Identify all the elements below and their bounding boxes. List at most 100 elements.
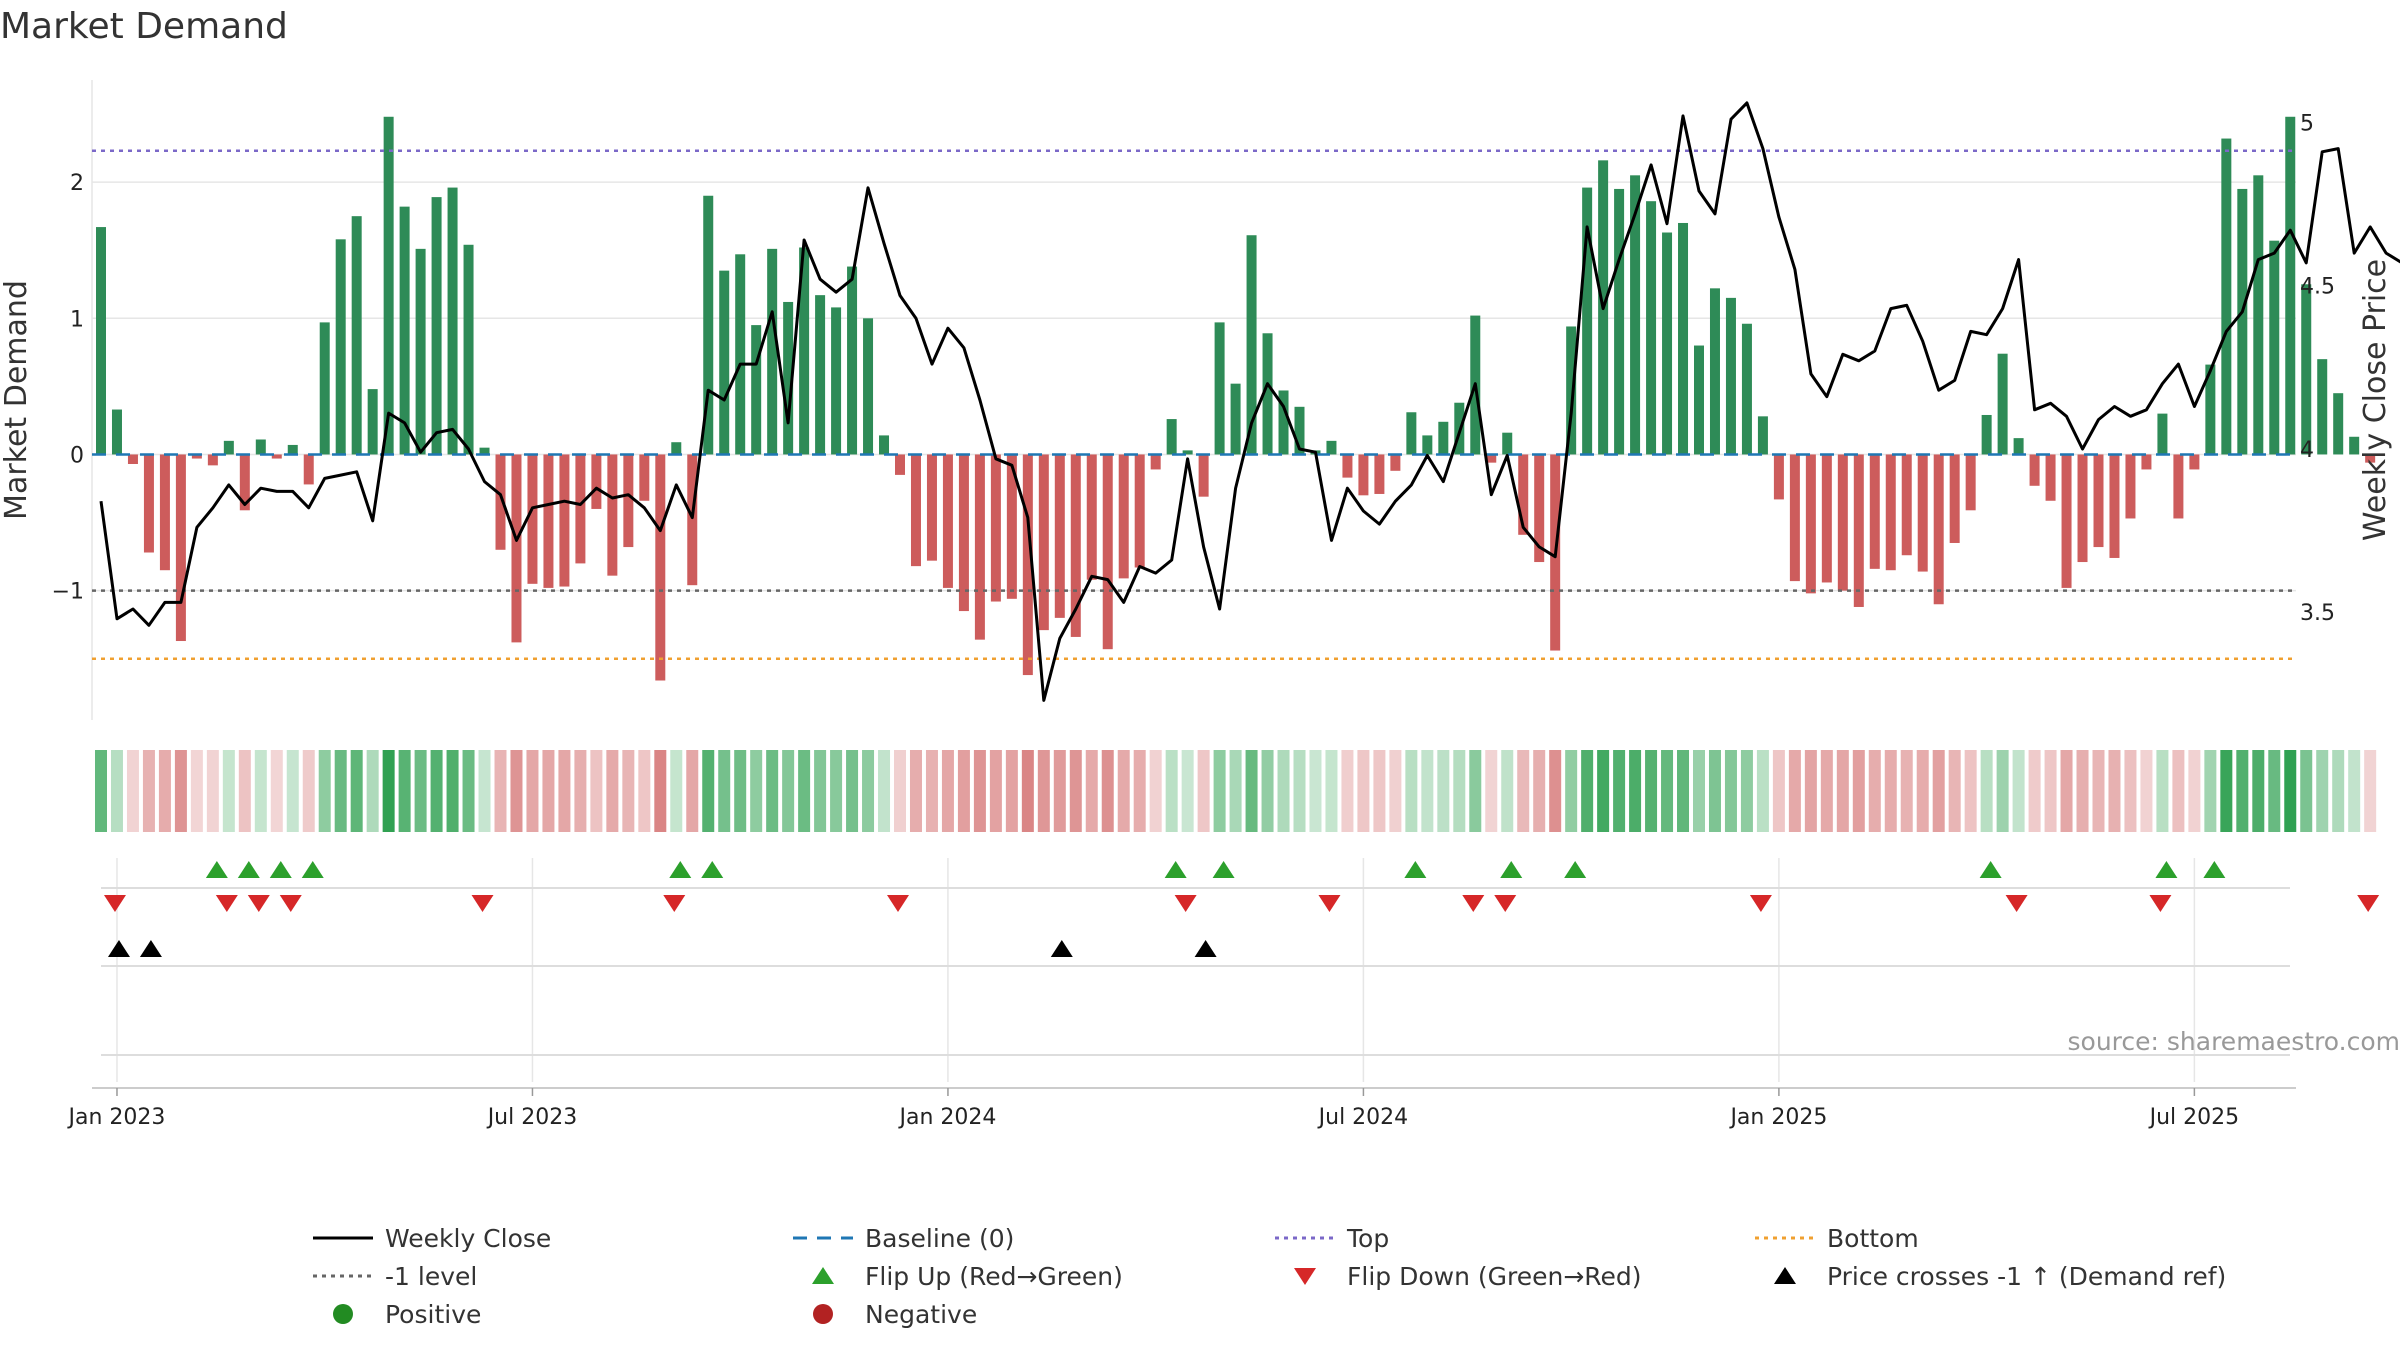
demand-bar bbox=[1246, 235, 1257, 455]
demand-bar bbox=[1022, 454, 1033, 676]
flip-down-marker bbox=[215, 895, 238, 912]
strip-cell bbox=[1437, 750, 1450, 832]
strip-cell bbox=[382, 750, 395, 832]
x-axis-ticks: Jan 2023 Jul 2023 Jan 2024 Jul 2024 Jan 2025… bbox=[67, 1088, 2239, 1130]
demand-bar bbox=[1278, 390, 1289, 455]
strip-cell bbox=[1341, 750, 1354, 832]
demand-bar bbox=[319, 322, 330, 455]
strip-cell bbox=[334, 750, 347, 832]
strip-cell bbox=[206, 750, 219, 832]
strip-cell bbox=[95, 750, 107, 832]
flip-up-marker bbox=[2155, 861, 2178, 878]
demand-bar bbox=[1438, 421, 1449, 455]
demand-bar bbox=[815, 295, 826, 455]
demand-bar bbox=[863, 318, 874, 455]
demand-bar bbox=[735, 254, 746, 455]
strip-cell bbox=[766, 750, 779, 832]
demand-bar bbox=[1118, 454, 1129, 579]
demand-bar bbox=[655, 454, 666, 681]
demand-bar bbox=[271, 454, 282, 459]
strip-cell bbox=[1693, 750, 1705, 832]
strip-cell bbox=[1980, 750, 1993, 832]
demand-bar bbox=[511, 454, 522, 643]
negative-swatch bbox=[813, 1304, 833, 1324]
flip-down-marker bbox=[1462, 895, 1485, 912]
demand-bar bbox=[2077, 454, 2088, 563]
demand-bar bbox=[1422, 435, 1433, 455]
strip-cell bbox=[750, 750, 763, 832]
strip-cell bbox=[1772, 750, 1785, 832]
strip-cell bbox=[2348, 750, 2361, 832]
flip-up-marker bbox=[1979, 861, 2002, 878]
strip-cell bbox=[2092, 750, 2105, 832]
strip-cell bbox=[2076, 750, 2089, 832]
strip-cell bbox=[814, 750, 827, 832]
demand-bar bbox=[575, 454, 586, 564]
strip-cell bbox=[1133, 750, 1146, 832]
demand-bar bbox=[767, 248, 778, 455]
x-tick-label: Jul 2024 bbox=[1317, 1105, 1409, 1130]
demand-bar bbox=[1917, 454, 1928, 572]
demand-bar bbox=[207, 454, 218, 466]
y2-tick-label: 3.5 bbox=[2300, 601, 2335, 626]
price-cross-marker bbox=[1194, 940, 1217, 957]
demand-bar bbox=[990, 454, 1001, 602]
demand-bar bbox=[1518, 454, 1529, 535]
demand-bar bbox=[1374, 454, 1385, 494]
price-cross-marker bbox=[1050, 940, 1073, 957]
strip-cell bbox=[254, 750, 267, 832]
right-axis-ticks: 5 4.5 4 3.5 bbox=[2300, 111, 2335, 626]
strip-cell bbox=[1085, 750, 1098, 832]
demand-bar bbox=[2109, 454, 2120, 558]
demand-bar bbox=[2253, 175, 2264, 455]
y2-tick-label: 5 bbox=[2300, 111, 2314, 136]
strip-cell bbox=[2124, 750, 2137, 832]
demand-bar bbox=[1294, 406, 1305, 455]
strip-cell bbox=[654, 750, 667, 832]
strip-cell bbox=[1884, 750, 1897, 832]
strip-cell bbox=[1021, 750, 1034, 832]
demand-bar bbox=[415, 248, 426, 455]
demand-bar bbox=[1773, 454, 1784, 500]
strip-cell bbox=[878, 750, 891, 832]
demand-bar bbox=[495, 454, 506, 550]
strip-cell bbox=[734, 750, 747, 832]
strip-cell bbox=[270, 750, 283, 832]
strip-cell bbox=[158, 750, 171, 832]
source-credit: source: sharemaestro.com bbox=[2068, 1027, 2400, 1056]
demand-bar bbox=[1406, 412, 1417, 455]
strip-cell bbox=[1117, 750, 1130, 832]
strip-cell bbox=[638, 750, 651, 832]
flip-up-marker bbox=[1404, 861, 1427, 878]
demand-bar bbox=[1566, 326, 1577, 455]
strip-cell bbox=[1533, 750, 1546, 832]
demand-bar bbox=[1965, 454, 1976, 511]
strip-cell bbox=[1629, 750, 1642, 832]
demand-bar bbox=[223, 440, 234, 455]
y2-tick-label: 4.5 bbox=[2300, 275, 2335, 300]
y-tick-label: 1 bbox=[70, 307, 84, 332]
strip-cell bbox=[1357, 750, 1370, 832]
strip-cell bbox=[2268, 750, 2281, 832]
demand-bar bbox=[1390, 454, 1401, 471]
strip-cell bbox=[542, 750, 555, 832]
demand-bar bbox=[1630, 175, 1641, 455]
flip-down-marker bbox=[887, 895, 909, 912]
flip-down-marker bbox=[1749, 895, 1772, 912]
flip-up-marker bbox=[2203, 861, 2226, 878]
demand-bar bbox=[1230, 383, 1241, 455]
strip-cell bbox=[2236, 750, 2249, 832]
demand-bar bbox=[2301, 284, 2312, 455]
strip-cell bbox=[862, 750, 875, 832]
flip-up-marker bbox=[301, 861, 324, 878]
strip-cell bbox=[1213, 750, 1226, 832]
demand-bar bbox=[1326, 440, 1337, 455]
strip-cell bbox=[909, 750, 922, 832]
demand-bar bbox=[1486, 454, 1497, 463]
strip-cell bbox=[925, 750, 938, 832]
strip-cell bbox=[222, 750, 235, 832]
strip-cell bbox=[1005, 750, 1018, 832]
strip-cell bbox=[1581, 750, 1594, 832]
strip-cell bbox=[670, 750, 683, 832]
strip-cell bbox=[2300, 750, 2313, 832]
